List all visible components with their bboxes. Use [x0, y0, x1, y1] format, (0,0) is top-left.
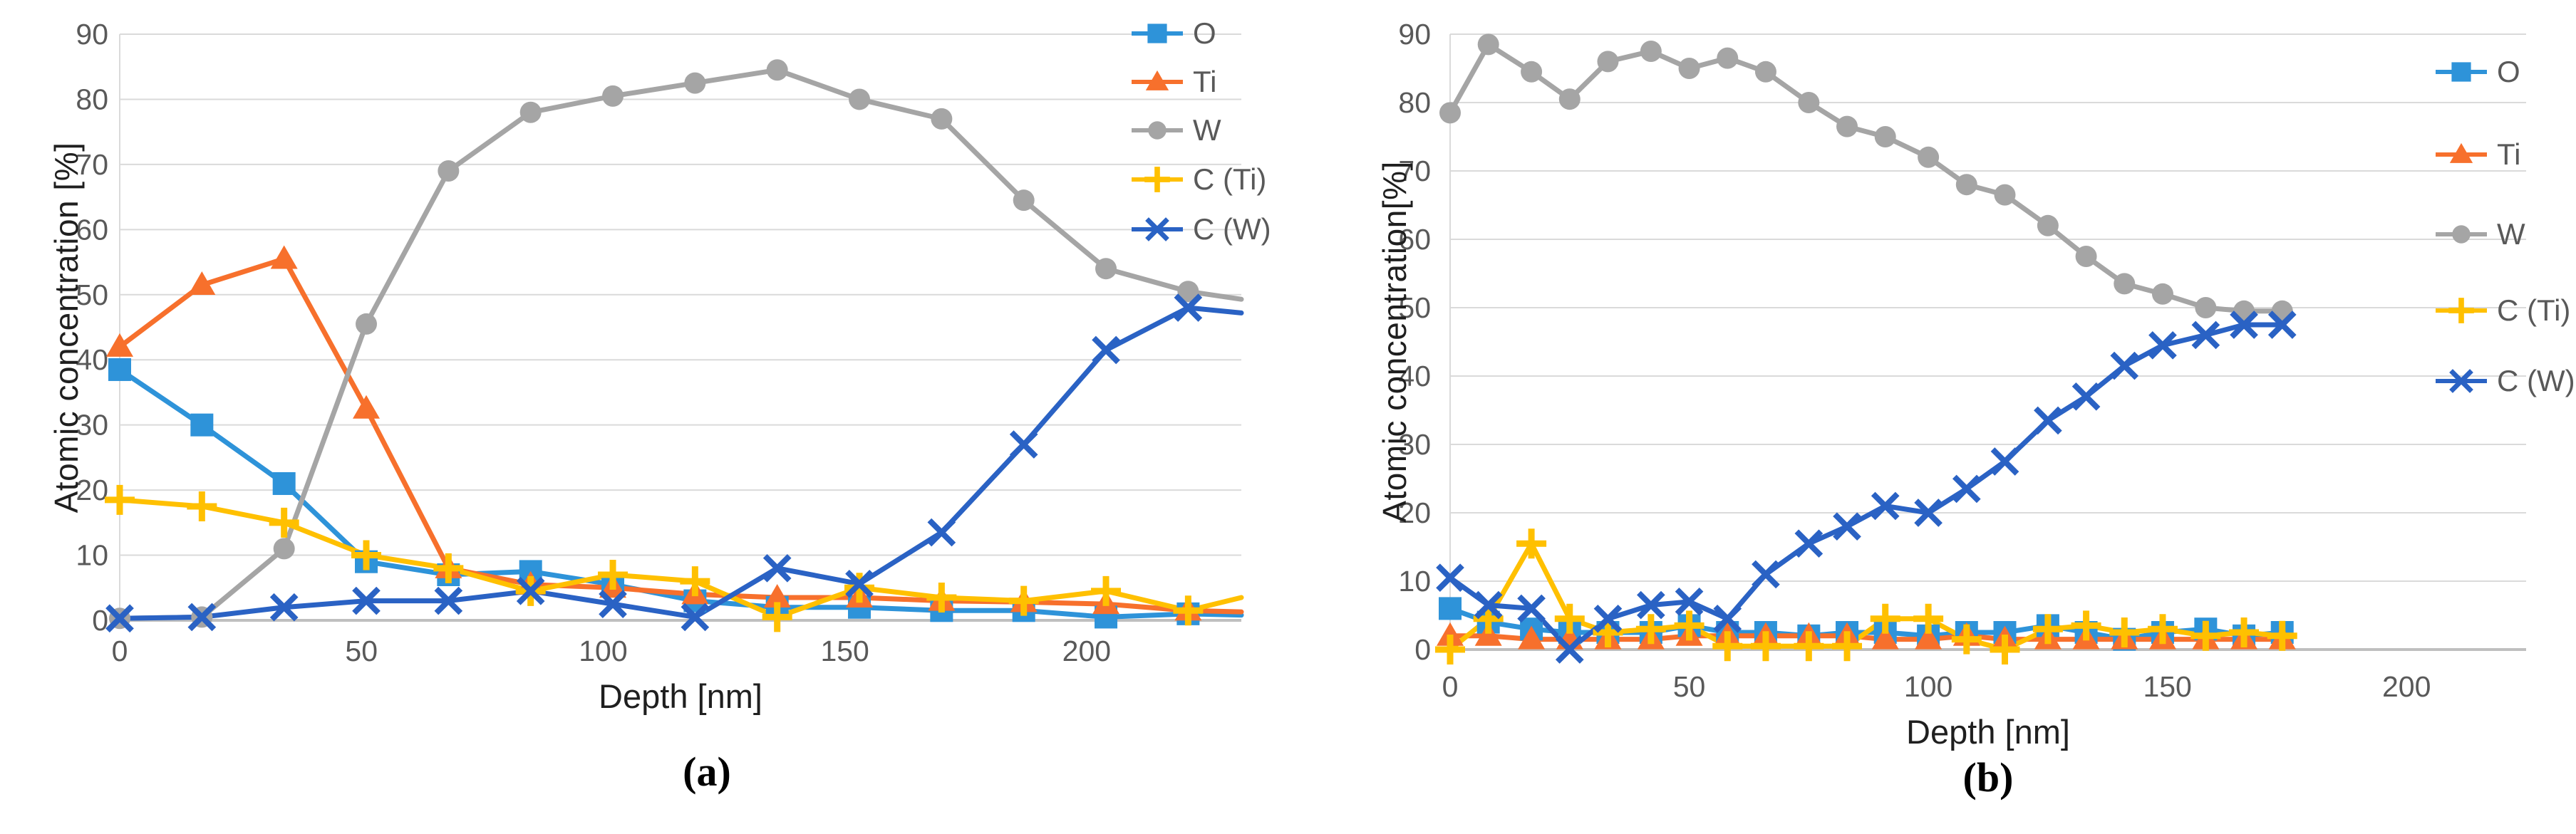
legend-swatch-ti-icon [1132, 70, 1183, 90]
legend-item-c-ti: C (Ti) [1130, 162, 1266, 197]
svg-text:30: 30 [76, 409, 108, 442]
chart-panel-b: 0 10 20 30 40 50 60 70 80 90 0 50 100 150 200 Atomic c… [1290, 0, 2576, 834]
legend-item-c-ti: C (Ti) [2434, 293, 2570, 328]
y-axis-title: Atomic concentration [%] [48, 142, 85, 514]
legend-label: O [1193, 16, 1216, 50]
svg-text:200: 200 [2382, 670, 2431, 703]
svg-text:50: 50 [345, 635, 378, 667]
svg-text:0: 0 [92, 604, 108, 637]
legend-label: C (Ti) [2497, 293, 2571, 327]
svg-text:60: 60 [1398, 223, 1431, 256]
svg-text:20: 20 [1398, 496, 1431, 529]
svg-text:40: 40 [1398, 360, 1431, 392]
legend-item-c-w: C (W) [1130, 212, 1271, 246]
plot-area-b: 0 10 20 30 40 50 60 70 80 90 0 50 100 150 200 [1398, 18, 2526, 703]
caption-b: (b) [1962, 754, 2014, 801]
svg-text:0: 0 [112, 635, 128, 667]
svg-text:50: 50 [1673, 670, 1706, 703]
legend-label: Ti [2497, 137, 2521, 171]
svg-text:150: 150 [820, 635, 869, 667]
legend-item-w: W [1130, 113, 1221, 147]
svg-text:80: 80 [76, 83, 108, 115]
legend-item-ti: Ti [1130, 65, 1216, 99]
chart-panel-a: 0 10 20 30 40 50 60 70 80 90 0 50 100 150 200 Atomic c… [48, 16, 1271, 795]
svg-text:10: 10 [76, 539, 108, 572]
svg-text:0: 0 [1414, 633, 1431, 666]
x-axis-title: Depth [nm] [1906, 713, 2070, 751]
legend-label: W [2497, 217, 2525, 251]
x-axis-title: Depth [nm] [599, 677, 762, 715]
legend-label: C (Ti) [1193, 162, 1267, 196]
legend-swatch-o-icon [2436, 62, 2487, 82]
legend-label: C (W) [1193, 212, 1271, 246]
svg-text:0: 0 [1442, 670, 1459, 703]
svg-text:30: 30 [1398, 428, 1431, 461]
legend-swatch-c-w-icon [1132, 217, 1183, 241]
svg-text:150: 150 [2143, 670, 2191, 703]
legend-swatch-c-ti-icon [2436, 298, 2487, 323]
legend-item-o: O [1130, 16, 1216, 51]
legend-swatch-w-icon [2436, 225, 2487, 244]
svg-text:90: 90 [76, 18, 108, 51]
svg-text:60: 60 [76, 213, 108, 246]
svg-text:50: 50 [1398, 291, 1431, 324]
legend-item-w: W [2434, 217, 2525, 251]
svg-text:10: 10 [1398, 565, 1431, 598]
svg-text:90: 90 [1398, 18, 1431, 51]
legend-swatch-ti-icon [2436, 142, 2487, 163]
svg-text:40: 40 [76, 343, 108, 376]
svg-text:50: 50 [76, 278, 108, 311]
legend-swatch-o-icon [1132, 24, 1183, 43]
legend-swatch-c-w-icon [2436, 369, 2487, 393]
legend-item-o: O [2434, 55, 2520, 89]
legend-item-ti: Ti [2434, 137, 2520, 172]
svg-text:100: 100 [579, 635, 627, 667]
y-axis-title: Atomic concentration[%] [1376, 161, 1413, 523]
legend-swatch-c-ti-icon [1132, 167, 1183, 192]
svg-text:200: 200 [1062, 635, 1111, 667]
svg-text:20: 20 [76, 474, 108, 506]
legend-label: C (W) [2497, 364, 2575, 397]
legend-label: O [2497, 55, 2520, 88]
svg-text:100: 100 [1904, 670, 1952, 703]
plot-area-a: 0 10 20 30 40 50 60 70 80 90 0 50 100 150 200 [76, 18, 1244, 667]
legend-swatch-w-icon [1132, 121, 1183, 140]
svg-text:70: 70 [76, 148, 108, 181]
legend-item-c-w: C (W) [2434, 364, 2575, 398]
svg-text:70: 70 [1398, 155, 1431, 187]
legend-label: W [1193, 113, 1221, 147]
caption-a: (a) [683, 749, 731, 795]
legend-label: Ti [1193, 65, 1217, 98]
svg-text:80: 80 [1398, 86, 1431, 119]
